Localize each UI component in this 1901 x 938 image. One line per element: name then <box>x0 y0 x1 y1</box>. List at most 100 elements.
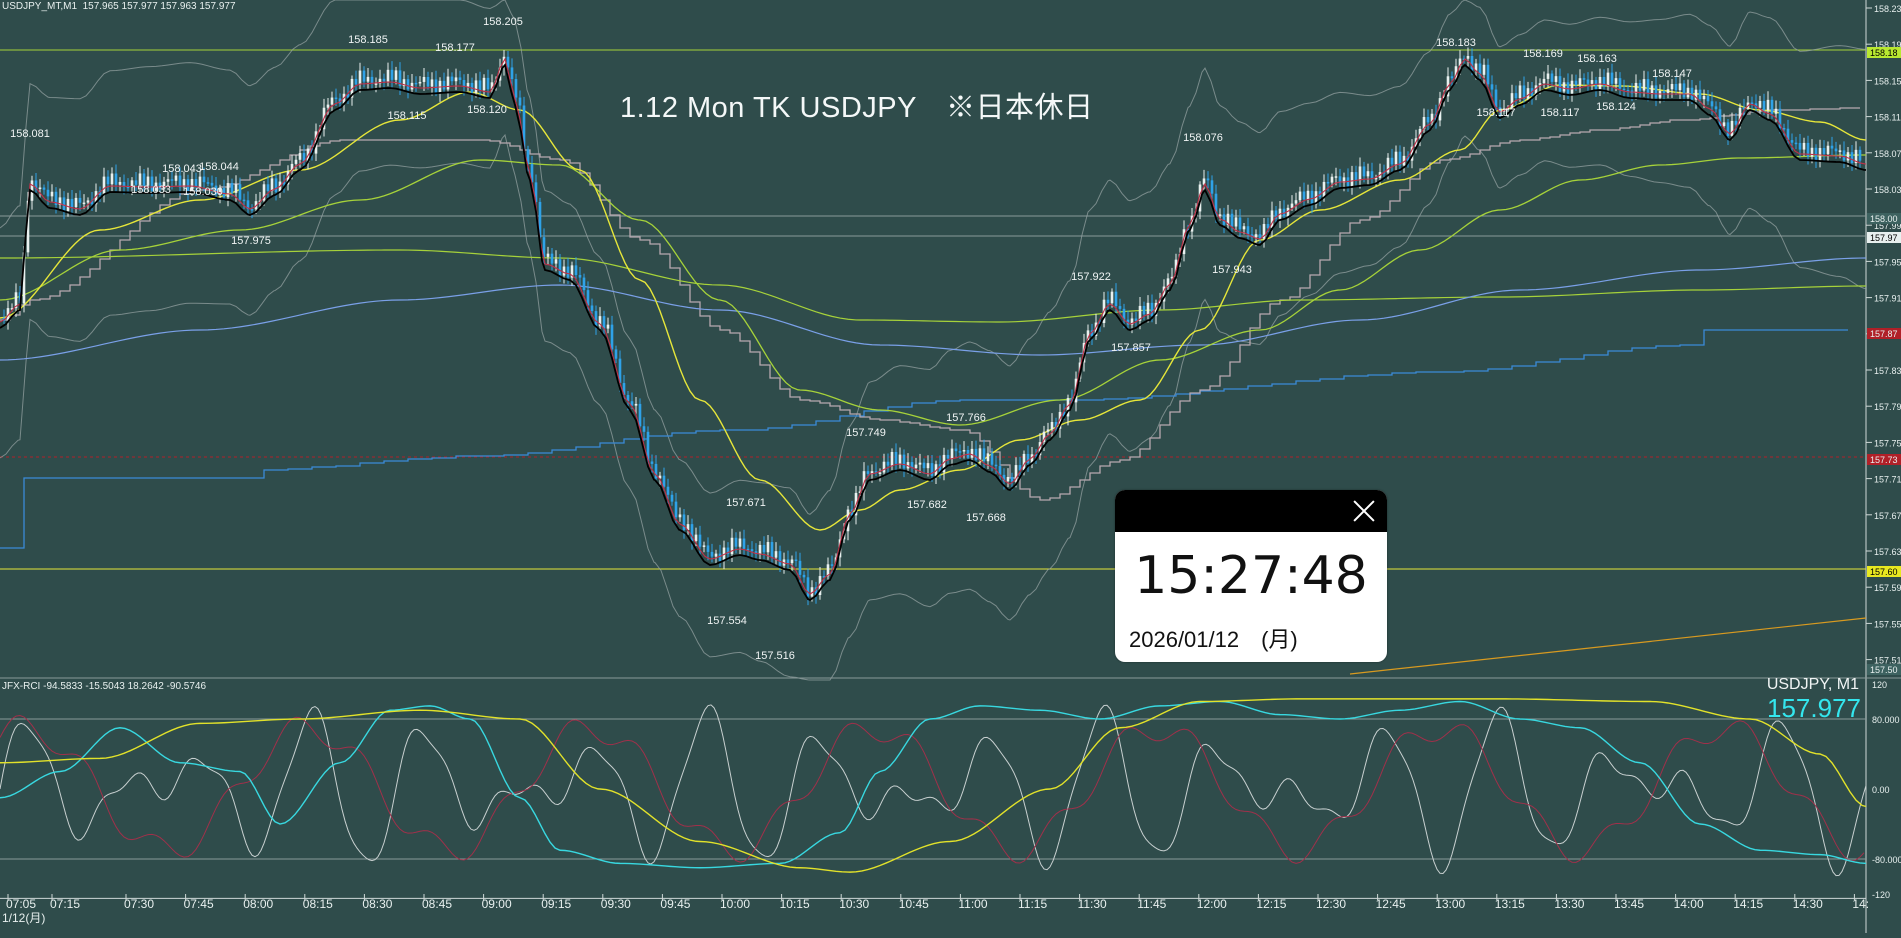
rci-cyan-line <box>0 700 1867 869</box>
candle-body <box>962 450 966 452</box>
candle-body <box>318 129 322 132</box>
candle-body <box>890 452 894 466</box>
candle-body <box>590 305 594 312</box>
candle-body <box>466 82 470 87</box>
candle-body <box>1514 93 1518 99</box>
price-extreme-label: 158.043 <box>162 163 202 175</box>
candle-body <box>790 559 794 564</box>
candle-body <box>618 358 622 384</box>
candle-body <box>990 453 994 465</box>
candle-body <box>1578 78 1582 85</box>
time-axis-label: 09:00 <box>482 897 512 911</box>
candle-body <box>46 189 50 197</box>
time-axis-label: 13:30 <box>1554 897 1584 911</box>
candle-body <box>114 173 118 185</box>
candle-body <box>1430 113 1434 123</box>
candle-body <box>38 187 42 190</box>
candle-body <box>606 324 610 329</box>
candle-body <box>246 200 250 210</box>
candle-body <box>362 70 366 82</box>
candle-body <box>642 426 646 432</box>
candle-body <box>1426 117 1430 123</box>
session-date: 1/12(月) <box>2 911 46 925</box>
candle-body <box>858 491 862 493</box>
candle-body <box>1786 128 1790 141</box>
price-extreme-label: 158.124 <box>1596 101 1636 113</box>
candle-body <box>1266 224 1270 229</box>
rci-level-label: -80.000 <box>1872 855 1901 865</box>
candle-body <box>1390 157 1394 165</box>
candle-body <box>1010 477 1014 482</box>
candle-body <box>1618 78 1622 89</box>
candle-body <box>1362 166 1366 177</box>
candle-body <box>1834 148 1838 152</box>
candle-body <box>1726 122 1730 136</box>
candle-body <box>1202 178 1206 185</box>
candle-body <box>1170 276 1174 279</box>
candle-body <box>866 471 870 474</box>
candlesticks <box>2 47 1862 606</box>
time-axis-label: 10:30 <box>839 897 869 911</box>
candle-body <box>286 171 290 185</box>
candle-body <box>1118 306 1122 309</box>
moving-average-200 <box>0 257 1867 361</box>
candle-body <box>1818 148 1822 161</box>
close-icon[interactable] <box>1351 498 1377 524</box>
candle-body <box>1262 224 1266 239</box>
candle-body <box>562 266 566 276</box>
candle-body <box>226 183 230 198</box>
price-badge <box>1867 328 1901 339</box>
candle-body <box>398 70 402 87</box>
candle-body <box>1230 213 1234 227</box>
candle-body <box>1154 302 1158 317</box>
candle-body <box>1206 178 1210 181</box>
time-axis-label: 14:00 <box>1674 897 1704 911</box>
price-extreme-label: 157.682 <box>907 499 947 511</box>
candle-body <box>1214 193 1218 215</box>
price-extreme-label: 158.044 <box>199 161 239 173</box>
price-axis-label: 158.07 <box>1874 149 1901 159</box>
candle-body <box>658 475 662 479</box>
ohlc-values: 157.965 157.977 157.963 157.977 <box>82 1 236 12</box>
price-extreme-label: 157.749 <box>846 427 886 439</box>
candle-body <box>1474 63 1478 71</box>
candle-body <box>326 104 330 108</box>
clock-titlebar[interactable] <box>1115 490 1387 532</box>
candle-body <box>450 76 454 82</box>
candle-body <box>1586 79 1590 84</box>
candle-body <box>382 78 386 82</box>
candle-body <box>1422 117 1426 129</box>
candle-body <box>1830 145 1834 149</box>
candle-body <box>1642 79 1646 91</box>
candle-body <box>610 324 614 350</box>
candle-body <box>874 471 878 473</box>
price-axis-label: 157.99 <box>1874 221 1901 231</box>
candle-body <box>1242 226 1246 230</box>
candle-body <box>910 462 914 469</box>
candle-body <box>646 431 650 462</box>
candle-body <box>738 538 742 547</box>
price-badge-label: 157.87 <box>1870 329 1898 339</box>
candle-body <box>886 461 890 466</box>
indicator-label: JFX-RCI -94.5833 -15.5043 18.2642 -90.57… <box>2 681 207 692</box>
moving-average-5 <box>0 57 1867 595</box>
candle-body <box>1038 442 1042 456</box>
candle-body <box>1838 150 1842 152</box>
candle-body <box>1026 453 1030 464</box>
candle-body <box>22 252 26 304</box>
candle-body <box>542 237 546 257</box>
price-axis-label: 157.51 <box>1874 656 1901 666</box>
candle-body <box>126 186 130 189</box>
clock-widget[interactable]: 15:27:48 2026/01/12 (月) <box>1115 490 1387 662</box>
candle-body <box>174 175 178 181</box>
candle-body <box>994 464 998 467</box>
candle-body <box>1122 308 1126 320</box>
candle-body <box>942 454 946 473</box>
candle-body <box>574 265 578 276</box>
candle-body <box>974 448 978 460</box>
candle-body <box>14 292 18 309</box>
candle-body <box>90 200 94 205</box>
candle-body <box>422 76 426 82</box>
